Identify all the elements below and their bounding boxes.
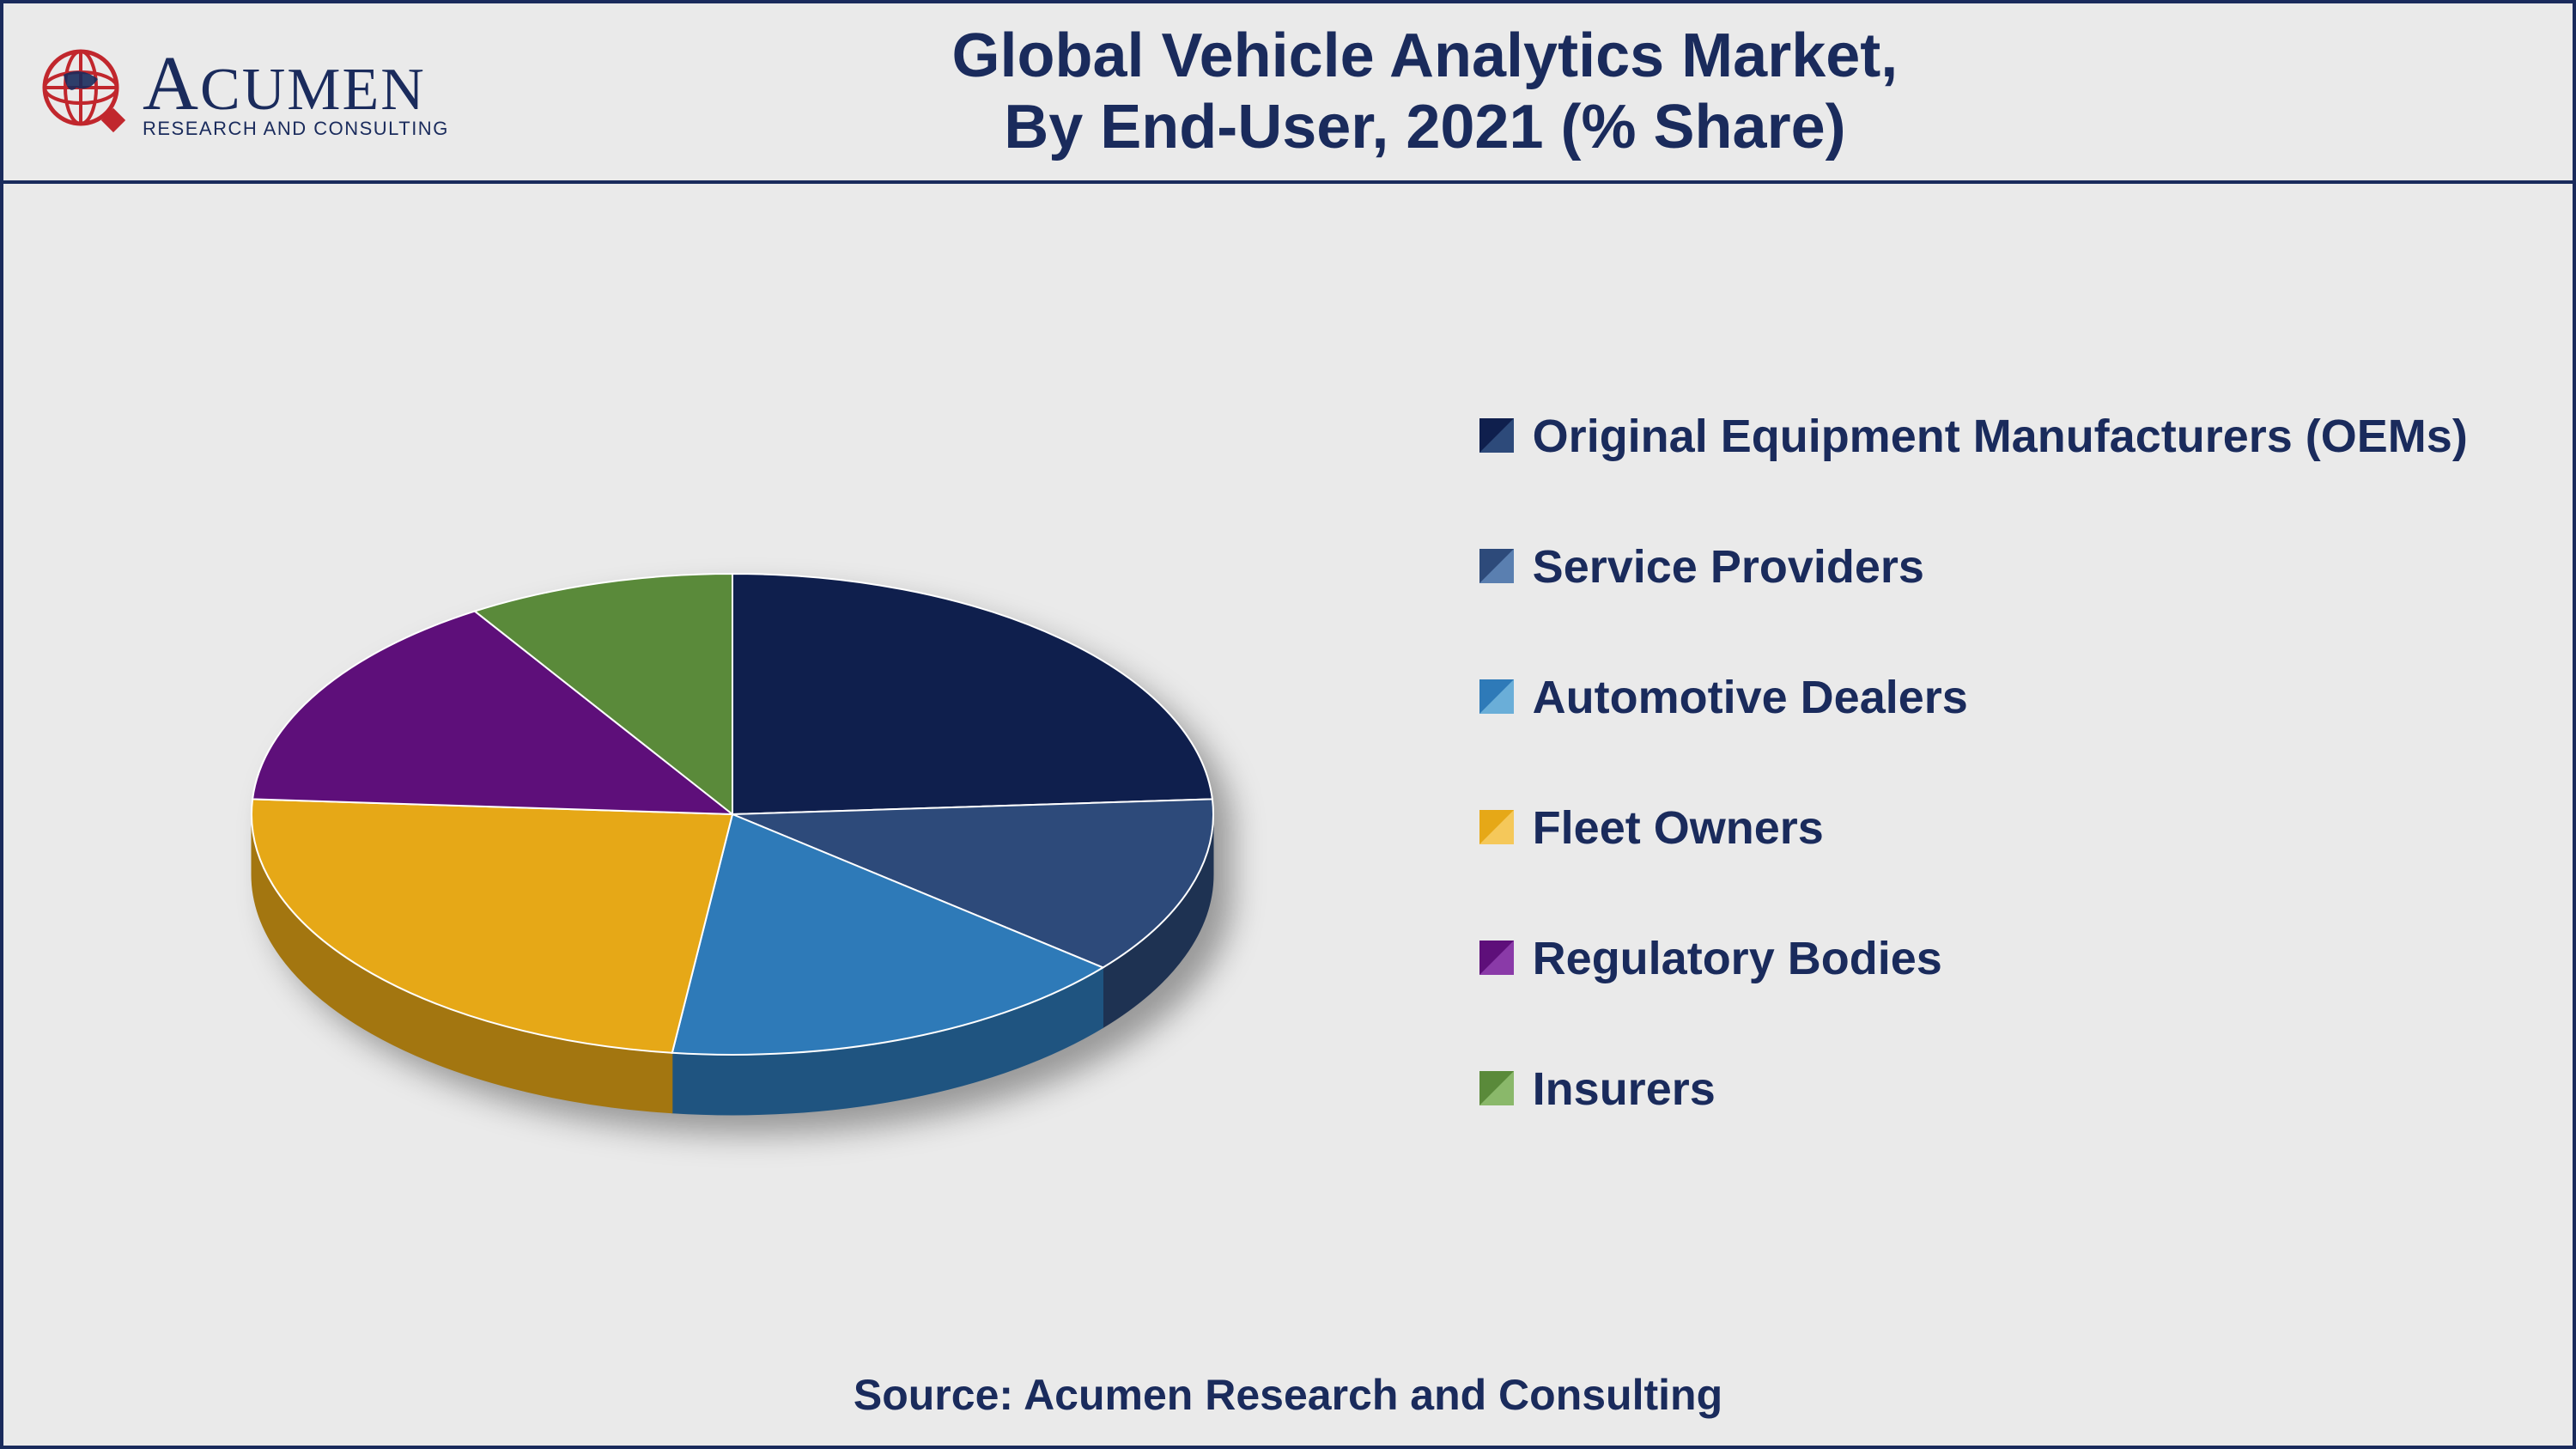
legend-marker-icon (1479, 679, 1514, 714)
header-bar: ACUMEN RESEARCH AND CONSULTING Global Ve… (3, 3, 2573, 184)
legend-label: Regulatory Bodies (1533, 932, 1942, 985)
legend-label: Automotive Dealers (1533, 671, 1968, 724)
globe-icon (38, 45, 132, 139)
legend-item: Service Providers (1479, 540, 2521, 594)
legend-label: Original Equipment Manufacturers (OEMs) (1533, 410, 2468, 463)
legend-marker-icon (1479, 549, 1514, 583)
legend-label: Fleet Owners (1533, 801, 1824, 855)
pie-chart (200, 393, 1265, 1235)
logo-tagline: RESEARCH AND CONSULTING (143, 119, 449, 138)
report-frame: ACUMEN RESEARCH AND CONSULTING Global Ve… (0, 0, 2576, 1449)
logo-text: ACUMEN RESEARCH AND CONSULTING (143, 46, 449, 138)
legend-label: Service Providers (1533, 540, 1924, 594)
legend-item: Original Equipment Manufacturers (OEMs) (1479, 410, 2521, 463)
pie-chart-area (3, 184, 1462, 1446)
legend-item: Automotive Dealers (1479, 671, 2521, 724)
title-line-2: By End-User, 2021 (% Share) (449, 92, 2401, 163)
source-attribution: Source: Acumen Research and Consulting (3, 1370, 2573, 1420)
brand-logo: ACUMEN RESEARCH AND CONSULTING (38, 45, 449, 139)
logo-brand: ACUMEN (143, 46, 449, 123)
legend-item: Fleet Owners (1479, 801, 2521, 855)
legend-marker-icon (1479, 418, 1514, 453)
legend-label: Insurers (1533, 1062, 1716, 1116)
legend-marker-icon (1479, 810, 1514, 844)
legend-item: Regulatory Bodies (1479, 932, 2521, 985)
legend: Original Equipment Manufacturers (OEMs) S… (1462, 184, 2573, 1446)
legend-item: Insurers (1479, 1062, 2521, 1116)
legend-marker-icon (1479, 1071, 1514, 1105)
content-area: Original Equipment Manufacturers (OEMs) S… (3, 184, 2573, 1446)
legend-marker-icon (1479, 941, 1514, 975)
title-line-1: Global Vehicle Analytics Market, (449, 21, 2401, 92)
chart-title: Global Vehicle Analytics Market, By End-… (449, 21, 2538, 163)
